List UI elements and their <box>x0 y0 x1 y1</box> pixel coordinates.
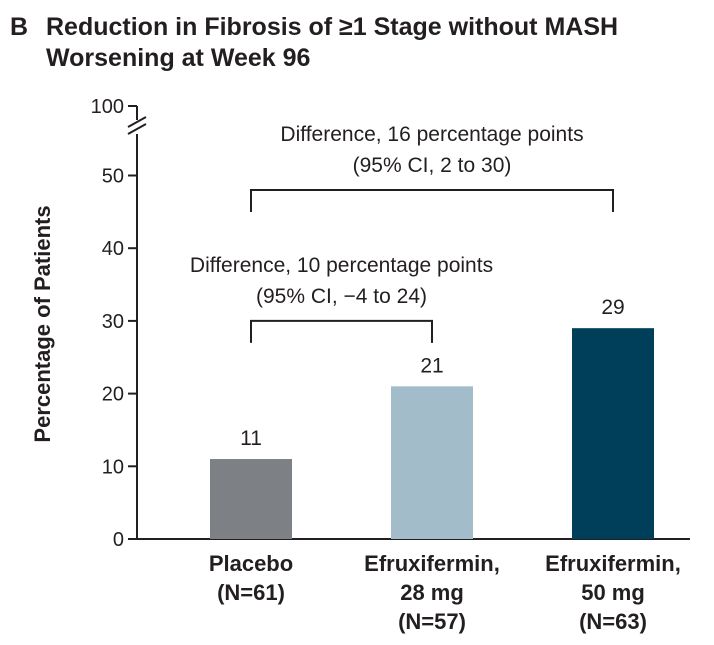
data-label: 21 <box>420 354 443 377</box>
comparison-bracket <box>250 319 433 343</box>
y-tick-label: 30 <box>102 311 124 333</box>
data-label: 29 <box>601 296 624 319</box>
x-category-label: (N=61) <box>217 580 285 605</box>
panel-letter: B <box>10 13 29 41</box>
x-category-label: Efruxifermin, <box>545 551 681 576</box>
y-axis-label: Percentage of Patients <box>30 205 55 442</box>
title-line-2: Worsening at Week 96 <box>46 44 311 72</box>
x-category-label: (N=63) <box>579 609 647 634</box>
bar <box>210 459 292 539</box>
annotation-text: (95% CI, −4 to 24) <box>256 285 427 308</box>
comparison-bracket <box>250 189 614 213</box>
title-line-1: Reduction in Fibrosis of ≥1 Stage withou… <box>46 13 619 41</box>
y-tick-label: 50 <box>102 166 124 188</box>
annotation-text: Difference, 10 percentage points <box>190 254 493 277</box>
data-label: 11 <box>240 427 262 450</box>
y-tick-label: 40 <box>102 238 124 260</box>
y-tick-label: 100 <box>91 96 124 118</box>
axis-break-mark <box>127 116 147 128</box>
y-tick-label: 10 <box>102 456 124 478</box>
x-category-label: (N=57) <box>398 609 466 634</box>
annotation-text: Difference, 16 percentage points <box>280 123 583 146</box>
x-category-label: Placebo <box>209 551 293 576</box>
x-category-label: 50 mg <box>581 580 645 605</box>
y-tick-label: 20 <box>102 384 124 406</box>
bar <box>572 328 654 539</box>
bar <box>391 386 473 539</box>
x-category-label: 28 mg <box>400 580 464 605</box>
annotation-text: (95% CI, 2 to 30) <box>353 154 512 177</box>
axis-break-mark <box>127 123 147 135</box>
figure-title: B Reduction in Fibrosis of ≥1 Stage witho… <box>10 12 700 74</box>
y-tick-label: 0 <box>113 529 124 551</box>
x-category-label: Efruxifermin, <box>364 551 500 576</box>
